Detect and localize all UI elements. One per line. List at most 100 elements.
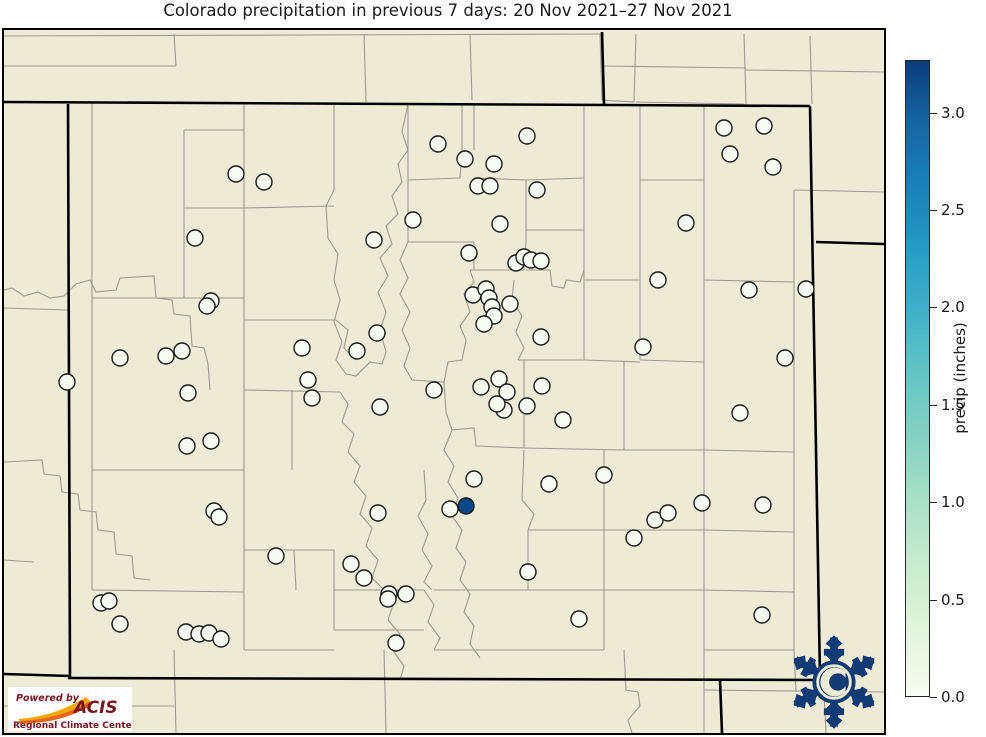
colorbar-tick-mark xyxy=(930,404,937,406)
station-marker[interactable] xyxy=(532,252,550,270)
station-marker[interactable] xyxy=(755,117,773,135)
acis-logo: Powered by ACIS Regional Climate Centers xyxy=(8,687,132,731)
station-marker[interactable] xyxy=(498,383,516,401)
acis-subtitle: Regional Climate Centers xyxy=(13,721,132,731)
station-marker[interactable] xyxy=(693,494,711,512)
station-marker[interactable] xyxy=(342,555,360,573)
station-marker[interactable] xyxy=(365,231,383,249)
station-marker[interactable] xyxy=(518,127,536,145)
station-marker[interactable] xyxy=(186,229,204,247)
colorbar-tick-label: 1.0 xyxy=(941,493,965,512)
station-marker[interactable] xyxy=(456,150,474,168)
station-marker[interactable] xyxy=(457,497,475,515)
station-marker[interactable] xyxy=(355,569,373,587)
station-marker[interactable] xyxy=(485,155,503,173)
station-marker[interactable] xyxy=(776,349,794,367)
station-marker[interactable] xyxy=(227,165,245,183)
station-marker[interactable] xyxy=(303,389,321,407)
station-marker[interactable] xyxy=(173,342,191,360)
station-marker[interactable] xyxy=(797,280,815,298)
station-marker[interactable] xyxy=(490,370,508,388)
station-marker[interactable] xyxy=(210,508,228,526)
station-marker[interactable] xyxy=(111,349,129,367)
station-marker[interactable] xyxy=(58,373,76,391)
station-marker[interactable] xyxy=(715,119,733,137)
station-marker[interactable] xyxy=(404,211,422,229)
station-marker[interactable] xyxy=(475,315,493,333)
station-marker[interactable] xyxy=(198,297,216,315)
station-marker[interactable] xyxy=(157,347,175,365)
colorbar-tick-mark xyxy=(930,697,937,698)
station-marker[interactable] xyxy=(441,500,459,518)
station-marker[interactable] xyxy=(595,466,613,484)
colorbar-tick-label: 2.0 xyxy=(941,298,965,317)
page-title: Colorado precipitation in previous 7 day… xyxy=(163,1,733,20)
station-marker[interactable] xyxy=(397,585,415,603)
county-borders xyxy=(4,33,884,733)
colorbar-tick-mark xyxy=(930,502,937,504)
station-marker[interactable] xyxy=(387,634,405,652)
station-marker[interactable] xyxy=(368,324,386,342)
colorbar-label: precip (inches) xyxy=(951,322,969,434)
map-canvas[interactable] xyxy=(2,28,886,735)
station-marker[interactable] xyxy=(540,475,558,493)
snowflake-icon xyxy=(793,635,875,729)
station-marker[interactable] xyxy=(519,563,537,581)
station-marker[interactable] xyxy=(488,395,506,413)
station-markers xyxy=(58,117,815,652)
colorbar-tick-label: 1.5 xyxy=(941,395,965,414)
station-marker[interactable] xyxy=(371,398,389,416)
station-marker[interactable] xyxy=(731,404,749,422)
station-marker[interactable] xyxy=(740,281,758,299)
acis-brand: ACIS xyxy=(72,698,118,718)
station-marker[interactable] xyxy=(429,135,447,153)
acis-swoosh-icon-2 xyxy=(18,701,92,724)
station-marker[interactable] xyxy=(753,606,771,624)
station-marker[interactable] xyxy=(764,158,782,176)
station-marker[interactable] xyxy=(634,338,652,356)
station-marker[interactable] xyxy=(659,504,677,522)
station-marker[interactable] xyxy=(293,339,311,357)
station-marker[interactable] xyxy=(721,145,739,163)
station-marker[interactable] xyxy=(532,328,550,346)
station-marker[interactable] xyxy=(472,378,490,396)
station-marker[interactable] xyxy=(533,377,551,395)
station-marker[interactable] xyxy=(625,529,643,547)
colorbar-tick-mark xyxy=(930,112,937,114)
station-marker[interactable] xyxy=(348,342,366,360)
state-borders xyxy=(4,31,884,733)
colorbar-tick-label: 0.5 xyxy=(941,590,965,609)
station-marker[interactable] xyxy=(491,215,509,233)
station-marker[interactable] xyxy=(754,496,772,514)
colorbar-gradient xyxy=(905,60,930,697)
station-marker[interactable] xyxy=(481,177,499,195)
station-marker[interactable] xyxy=(267,547,285,565)
station-marker[interactable] xyxy=(570,610,588,628)
colorbar-tick-mark xyxy=(930,209,937,211)
station-marker[interactable] xyxy=(460,244,478,262)
station-marker[interactable] xyxy=(369,504,387,522)
acis-swoosh-icon xyxy=(18,697,90,722)
station-marker[interactable] xyxy=(528,181,546,199)
station-marker[interactable] xyxy=(100,592,118,610)
station-marker[interactable] xyxy=(202,432,220,450)
station-marker[interactable] xyxy=(255,173,273,191)
station-marker[interactable] xyxy=(465,470,483,488)
station-marker[interactable] xyxy=(677,214,695,232)
station-marker[interactable] xyxy=(518,397,536,415)
station-marker[interactable] xyxy=(178,437,196,455)
colorbar-tick-label: 2.5 xyxy=(941,200,965,219)
colorbar-tick-mark xyxy=(930,307,937,309)
station-marker[interactable] xyxy=(554,411,572,429)
colorado-snowflake-logo xyxy=(786,634,882,730)
station-marker[interactable] xyxy=(299,371,317,389)
station-marker[interactable] xyxy=(649,271,667,289)
station-marker[interactable] xyxy=(425,381,443,399)
station-marker[interactable] xyxy=(501,295,519,313)
station-marker[interactable] xyxy=(212,630,230,648)
station-marker[interactable] xyxy=(179,384,197,402)
colorbar-tick-label: 0.0 xyxy=(941,688,965,706)
station-marker[interactable] xyxy=(379,590,397,608)
station-marker[interactable] xyxy=(111,615,129,633)
colorbar-tick-label: 3.0 xyxy=(941,103,965,122)
